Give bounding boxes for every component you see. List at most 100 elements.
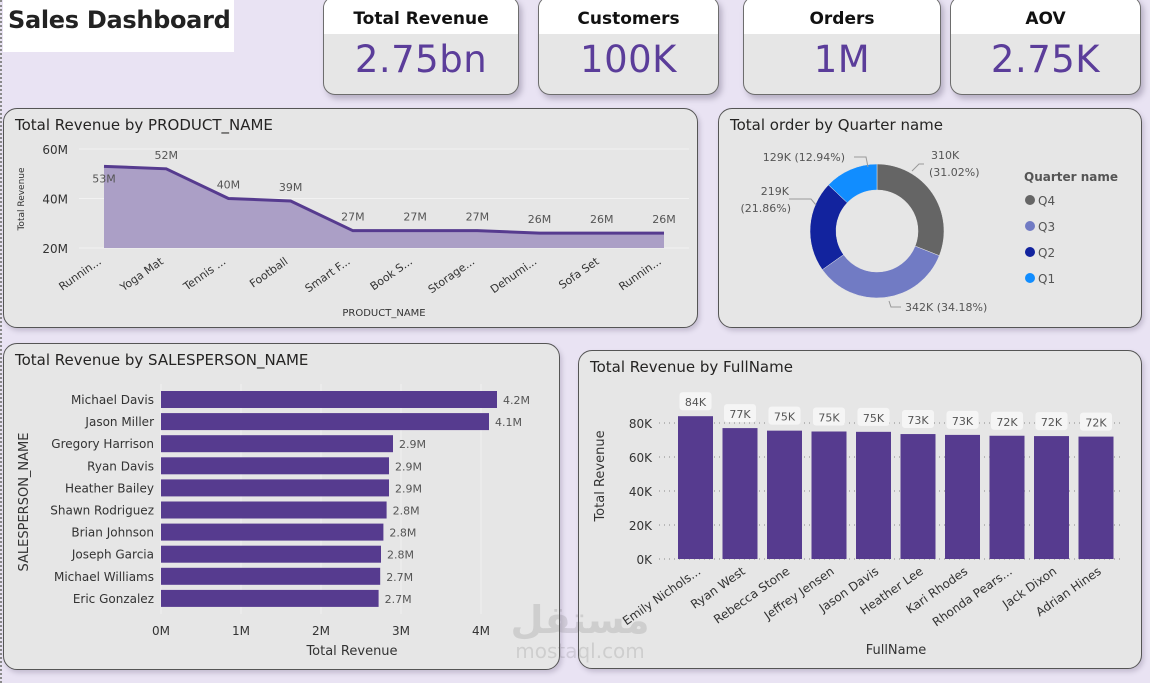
data-label: 2.9M xyxy=(395,482,422,495)
kpi-card-aov[interactable]: AOV 2.75K xyxy=(950,0,1141,95)
data-label-bg xyxy=(768,406,801,425)
data-label: 72K xyxy=(1085,417,1107,430)
bar xyxy=(161,413,489,431)
y-tick-label: Jason Miller xyxy=(84,415,154,429)
bar xyxy=(856,431,891,559)
y-tick-label: 40M xyxy=(42,193,68,207)
data-label: 77K xyxy=(729,408,751,421)
legend-label: Q2 xyxy=(1038,246,1055,260)
bar xyxy=(678,416,713,559)
y-tick-label: 40K xyxy=(629,485,653,499)
data-label: 72K xyxy=(1041,416,1063,429)
y-axis-title: Total Revenue xyxy=(17,167,27,232)
data-label: 26M xyxy=(528,213,552,226)
data-label: 27M xyxy=(403,211,427,224)
x-axis-title: Total Revenue xyxy=(305,644,397,659)
y-tick-label: 20M xyxy=(42,242,68,256)
kpi-card-total-revenue[interactable]: Total Revenue 2.75bn xyxy=(323,0,519,95)
leader-line xyxy=(911,163,924,172)
data-label: 2.7M xyxy=(385,593,412,606)
bar xyxy=(161,567,381,585)
bar xyxy=(161,523,384,541)
bar xyxy=(161,435,393,453)
x-tick-label: Smart F... xyxy=(303,255,353,295)
y-tick-label: Eric Gonzalez xyxy=(73,592,154,606)
data-label: 75K xyxy=(774,411,796,424)
bar xyxy=(722,428,758,559)
x-tick-label: Sofa Set xyxy=(556,254,602,291)
data-label-bg xyxy=(946,410,979,429)
legend-marker-q2 xyxy=(1025,247,1035,257)
leader-line xyxy=(888,300,901,308)
x-tick-label: Rhonda Pears... xyxy=(930,564,1015,629)
legend-marker-q4 xyxy=(1025,195,1035,205)
data-label: 2.9M xyxy=(395,460,422,473)
data-label: 219K xyxy=(761,185,790,198)
chart-title: Total Revenue by SALESPERSON_NAME xyxy=(15,351,309,369)
y-tick-label: Ryan Davis xyxy=(87,459,154,473)
x-tick-label: Dehumi... xyxy=(488,255,539,296)
canvas-left-border xyxy=(0,0,2,683)
data-label: 27M xyxy=(341,211,365,224)
leader-line xyxy=(789,198,817,206)
x-tick-label: 1M xyxy=(232,624,250,638)
bar xyxy=(161,501,387,519)
x-tick-label: Tennis ... xyxy=(180,255,228,294)
bar xyxy=(811,431,847,559)
x-tick-label: 4M xyxy=(472,624,490,638)
bar xyxy=(161,479,389,497)
revenue-by-fullname-panel[interactable]: Total Revenue by FullName 0K 20K 40K 60K 80K… xyxy=(578,350,1142,669)
legend-label: Q3 xyxy=(1038,220,1055,234)
data-label: 75K xyxy=(863,412,885,425)
bar xyxy=(767,430,802,559)
legend-marker-q1 xyxy=(1025,273,1035,283)
orders-by-quarter-chart: 310K (31.02%) 342K (34.18%) 219K (21.86%) 129… xyxy=(740,149,1118,314)
data-label: 310K xyxy=(931,149,960,162)
data-label-bg xyxy=(902,410,934,429)
kpi-card-customers[interactable]: Customers 100K xyxy=(538,0,719,95)
x-tick-label: Yoga Mat xyxy=(117,254,167,294)
y-tick-label: Michael Davis xyxy=(71,393,154,407)
x-tick-label: Runnin... xyxy=(616,255,663,294)
kpi-value: 1M xyxy=(813,38,871,81)
chart-title: Total order by Quarter name xyxy=(730,116,943,134)
data-label: 2.7M xyxy=(386,571,413,584)
y-tick-label: 20K xyxy=(629,519,653,533)
kpi-label: AOV xyxy=(951,0,1140,34)
data-label: 27M xyxy=(466,211,490,224)
data-label: 39M xyxy=(279,181,303,194)
data-label: 2.8M xyxy=(387,549,414,562)
revenue-by-salesperson-panel[interactable]: Total Revenue by SALESPERSON_NAME 0M 1M 2M… xyxy=(3,343,560,670)
y-tick-label: 60K xyxy=(629,451,653,465)
kpi-value: 100K xyxy=(580,38,677,81)
x-tick-label: Book S... xyxy=(368,255,415,293)
x-tick-label: Rebecca Stone xyxy=(711,564,792,627)
data-label: 53M xyxy=(92,172,116,185)
data-label: 73K xyxy=(952,415,974,428)
revenue-by-product-panel[interactable]: Total Revenue by PRODUCT_NAME 20M 40M 60M 5… xyxy=(3,108,698,328)
bar xyxy=(945,434,980,559)
legend-title: Quarter name xyxy=(1024,170,1118,184)
y-tick-label: Brian Johnson xyxy=(71,526,154,540)
data-label: 26M xyxy=(652,213,676,226)
y-tick-label: 0K xyxy=(636,553,653,567)
data-label: 342K (34.18%) xyxy=(905,301,987,314)
y-tick-label: Heather Bailey xyxy=(65,481,154,495)
kpi-value: 2.75K xyxy=(990,38,1101,81)
kpi-label: Customers xyxy=(539,0,718,34)
bar xyxy=(161,457,389,475)
x-axis-title: FullName xyxy=(866,643,927,658)
data-label: 72K xyxy=(996,416,1018,429)
kpi-card-orders[interactable]: Orders 1M xyxy=(743,0,941,95)
y-tick-label: 80K xyxy=(629,417,653,431)
data-label-percent: (21.86%) xyxy=(740,202,791,215)
bar xyxy=(900,434,936,559)
data-label-bg xyxy=(1035,412,1068,431)
orders-by-quarter-panel[interactable]: Total order by Quarter name 310K (31.02%)… xyxy=(718,108,1142,328)
x-tick-label: 3M xyxy=(392,624,410,638)
y-tick-label: Joseph Garcia xyxy=(71,548,154,562)
data-label: 129K (12.94%) xyxy=(763,151,845,164)
data-label: 52M xyxy=(154,149,178,162)
data-label-bg xyxy=(813,407,845,426)
